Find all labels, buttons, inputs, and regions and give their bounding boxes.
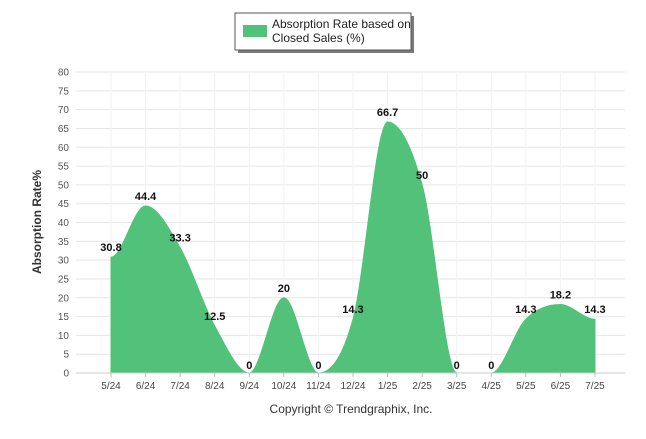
y-axis-ticks: 0 5 10 15 20 25 30 35 40 45 50 55 60 65 70 75 80 xyxy=(58,68,70,380)
x-tick-label: 10/24 xyxy=(271,381,296,392)
data-label: 44.4 xyxy=(135,191,157,203)
data-label: 20 xyxy=(278,283,290,295)
data-labels: 30.8 44.4 33.3 12.5 0 20 0 14.3 66.7 50 0 0 14.3 18.2… xyxy=(100,107,605,372)
y-tick-label: 80 xyxy=(58,68,70,79)
copyright-footer: Copyright © Trendgraphix, Inc. xyxy=(270,402,433,416)
x-tick-label: 6/24 xyxy=(136,381,156,392)
data-label: 30.8 xyxy=(100,242,121,254)
y-tick-label: 15 xyxy=(58,312,70,323)
data-label: 0 xyxy=(488,360,494,372)
y-tick-label: 5 xyxy=(63,350,69,361)
y-tick-label: 65 xyxy=(58,124,70,135)
data-label: 18.2 xyxy=(550,290,571,302)
y-tick-label: 60 xyxy=(58,143,70,154)
y-axis-title: Absorption Rate% xyxy=(30,170,44,274)
y-tick-label: 30 xyxy=(58,256,70,267)
series-area xyxy=(318,121,458,374)
x-tick-label: 3/25 xyxy=(447,381,467,392)
x-tick-label: 8/24 xyxy=(205,381,225,392)
series-area xyxy=(249,297,319,374)
legend-swatch xyxy=(243,25,267,37)
y-tick-label: 55 xyxy=(58,162,70,173)
y-tick-label: 40 xyxy=(58,218,70,229)
legend: Absorption Rate based on Closed Sales (%… xyxy=(234,12,414,53)
data-label: 14.3 xyxy=(342,304,363,316)
data-label: 14.3 xyxy=(515,304,536,316)
data-label: 0 xyxy=(315,360,321,372)
legend-label-line2: Closed Sales (%) xyxy=(272,31,365,45)
y-tick-label: 20 xyxy=(58,293,70,304)
y-tick-label: 25 xyxy=(58,274,70,285)
plot-area xyxy=(76,121,625,374)
y-tick-label: 45 xyxy=(58,199,70,210)
data-label: 0 xyxy=(246,360,252,372)
x-tick-label: 11/24 xyxy=(306,381,331,392)
y-tick-label: 70 xyxy=(58,105,70,116)
legend-label-line1: Absorption Rate based on xyxy=(272,17,411,31)
x-tick-label: 2/25 xyxy=(412,381,432,392)
x-tick-label: 12/24 xyxy=(340,381,365,392)
data-label: 33.3 xyxy=(169,233,190,245)
x-tick-label: 7/24 xyxy=(170,381,190,392)
series-area xyxy=(491,304,596,374)
y-tick-label: 0 xyxy=(63,369,69,380)
x-tick-label: 5/25 xyxy=(516,381,536,392)
data-label: 0 xyxy=(454,360,460,372)
series-area xyxy=(110,205,250,374)
y-tick-label: 75 xyxy=(58,86,70,97)
x-tick-label: 4/25 xyxy=(482,381,502,392)
x-tick-label: 6/25 xyxy=(551,381,571,392)
y-tick-label: 35 xyxy=(58,237,70,248)
y-tick-label: 10 xyxy=(58,331,70,342)
x-tick-label: 9/24 xyxy=(240,381,260,392)
x-tick-label: 5/24 xyxy=(101,381,121,392)
data-label: 50 xyxy=(416,170,428,182)
data-label: 14.3 xyxy=(584,304,605,316)
data-label: 12.5 xyxy=(204,311,225,323)
y-tick-label: 50 xyxy=(58,180,70,191)
x-tick-label: 7/25 xyxy=(585,381,605,392)
x-axis-ticks: 5/24 6/24 7/24 8/24 9/24 10/24 11/24 12/24 1/25 2… xyxy=(101,373,605,392)
x-tick-label: 1/25 xyxy=(378,381,398,392)
data-label: 66.7 xyxy=(377,107,398,119)
